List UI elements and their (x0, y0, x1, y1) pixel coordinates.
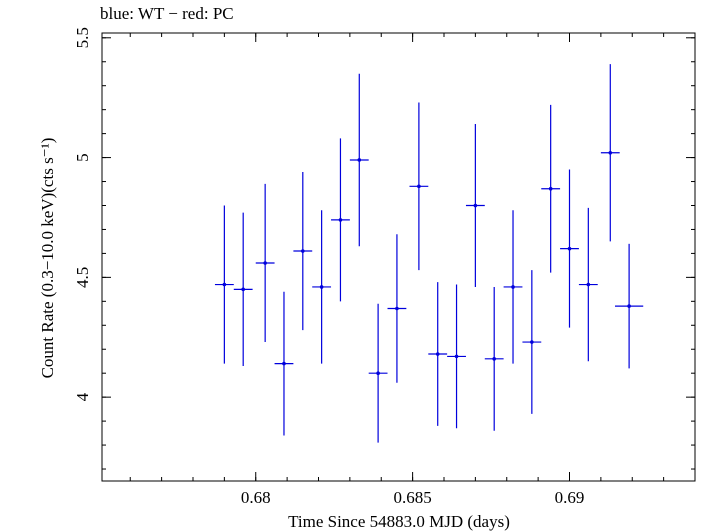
data-point (233, 212, 253, 367)
plot-frame: 0.68 0.685 0.69 4 4.5 5 5.5 (73, 27, 696, 507)
data-point (522, 270, 542, 414)
data-point-marker (338, 218, 343, 222)
y-tick-label: 4.5 (73, 267, 92, 288)
data-point (331, 138, 350, 302)
plot-border (101, 32, 696, 482)
x-tick-label: 0.68 (241, 488, 271, 507)
data-point (409, 102, 429, 271)
data-point (600, 64, 620, 242)
data-point-marker (263, 261, 267, 265)
x-axis-label: Time Since 54883.0 MJD (days) (288, 512, 510, 531)
data-point-marker (530, 340, 534, 344)
data-point-marker (357, 158, 362, 162)
data-point (312, 210, 332, 364)
data-point (447, 284, 466, 429)
data-point-marker (301, 249, 305, 253)
data-point (541, 104, 561, 273)
data-point-marker (376, 371, 380, 375)
data-point (368, 303, 388, 443)
data-point-marker (417, 184, 421, 189)
chart-title: blue: WT − red: PC (100, 4, 234, 23)
data-point-marker (627, 304, 631, 308)
y-tick-label: 4 (73, 392, 92, 401)
y-tick-label: 5 (73, 153, 92, 162)
data-point-marker (282, 361, 286, 366)
data-point (484, 286, 504, 431)
data-point-marker (492, 357, 496, 361)
data-point (578, 207, 598, 362)
data-points-group (214, 64, 644, 443)
data-point (465, 124, 485, 287)
x-tick-label: 0.69 (555, 488, 585, 507)
data-point-marker (511, 285, 515, 289)
data-point (274, 291, 294, 436)
data-point (614, 243, 644, 369)
x-tick-label: 0.685 (393, 488, 431, 507)
data-point (255, 183, 275, 343)
y-axis-label: Count Rate (0.3−10.0 keV)(cts s⁻¹) (38, 138, 57, 379)
data-point-marker (567, 246, 572, 251)
data-point (428, 282, 448, 426)
data-point-marker (435, 352, 440, 356)
y-tick-label: 5.5 (73, 27, 92, 48)
data-point (293, 171, 313, 331)
data-point-marker (473, 203, 478, 208)
data-point-marker (395, 306, 399, 311)
data-point-marker (319, 285, 324, 289)
data-point (503, 210, 523, 364)
data-point-marker (548, 186, 553, 191)
data-point (349, 73, 369, 247)
data-point (387, 234, 407, 383)
data-point-marker (222, 282, 227, 287)
data-point (560, 169, 579, 328)
data-point-marker (241, 287, 245, 292)
data-point-marker (454, 354, 459, 359)
data-point-marker (586, 282, 591, 287)
data-point (214, 205, 234, 364)
data-point-marker (608, 150, 613, 155)
